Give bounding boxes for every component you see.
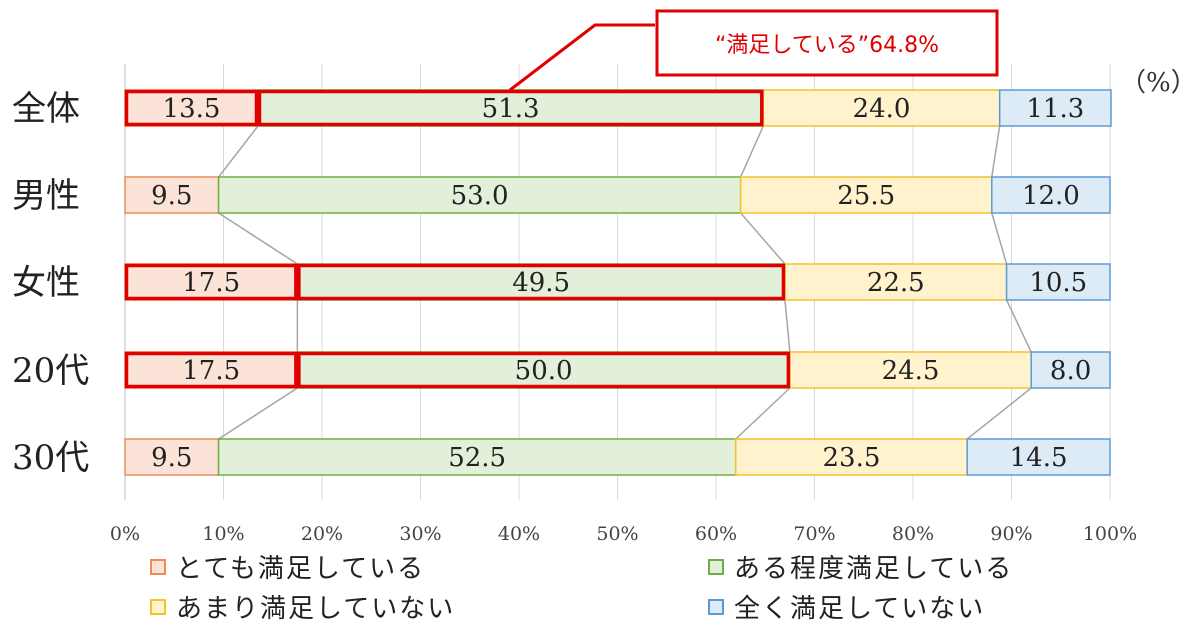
highlight-box bbox=[124, 263, 298, 301]
series-connector-line bbox=[217, 125, 259, 178]
callout-box bbox=[655, 9, 999, 77]
x-tick-label: 60% bbox=[695, 523, 737, 545]
bar-segment bbox=[217, 438, 737, 476]
series-connector-line bbox=[740, 212, 786, 265]
category-label: 男性 bbox=[12, 176, 80, 216]
callout: “満足している”64.8% bbox=[509, 9, 999, 92]
legend-item-not-very-satisfied: あまり満足していない bbox=[150, 588, 455, 625]
legend-label: 全く満足していない bbox=[734, 594, 986, 624]
bar-value-label: 24.5 bbox=[882, 356, 940, 386]
series-connector-line bbox=[218, 212, 298, 265]
bar-value-label: 50.0 bbox=[515, 356, 573, 386]
series-connector-line bbox=[784, 299, 791, 353]
bar-segment bbox=[784, 263, 1008, 301]
highlight-box bbox=[297, 263, 786, 301]
legend-label: とても満足している bbox=[176, 554, 426, 584]
bar-segment bbox=[734, 438, 968, 476]
highlight-box bbox=[257, 89, 764, 127]
bar-segment bbox=[739, 176, 993, 214]
x-tick-label: 10% bbox=[202, 523, 244, 545]
bar-segment bbox=[124, 176, 220, 214]
bar-value-label: 17.5 bbox=[182, 356, 240, 386]
bar-value-label: 10.5 bbox=[1029, 268, 1087, 298]
series-connector-line bbox=[1005, 299, 1032, 353]
bar-segment bbox=[124, 263, 299, 301]
bar-value-label: 25.5 bbox=[837, 181, 895, 211]
x-tick-label: 50% bbox=[596, 523, 638, 545]
legend-swatch bbox=[150, 558, 166, 575]
bar-value-label: 24.0 bbox=[853, 94, 911, 124]
legend-swatch bbox=[150, 598, 166, 615]
legend-swatch bbox=[708, 558, 724, 575]
category-label: 20代 bbox=[12, 351, 89, 391]
bar-segment bbox=[991, 176, 1111, 214]
legend-swatch bbox=[708, 598, 724, 615]
legend-item-somewhat-satisfied: ある程度満足している bbox=[708, 548, 1013, 585]
series-connector-line bbox=[218, 387, 298, 440]
callout-text: “満足している”64.8% bbox=[715, 33, 939, 58]
unit-label: （%） bbox=[1120, 68, 1197, 98]
x-tick-label: 70% bbox=[793, 523, 835, 545]
legend-item-not-satisfied-at-all: 全く満足していない bbox=[708, 588, 985, 625]
bar-value-label: 51.3 bbox=[482, 94, 540, 124]
category-label: 女性 bbox=[12, 263, 80, 303]
x-tick-label: 80% bbox=[892, 523, 934, 545]
bar-segment bbox=[217, 176, 742, 214]
bar-value-label: 9.5 bbox=[151, 443, 192, 473]
bar-segment bbox=[966, 438, 1111, 476]
x-tick-label: 90% bbox=[990, 523, 1032, 545]
bar-value-label: 11.3 bbox=[1026, 94, 1084, 124]
series-connector-line bbox=[991, 212, 1008, 265]
x-tick-label: 100% bbox=[1083, 523, 1137, 545]
bar-value-label: 13.5 bbox=[163, 94, 221, 124]
bar-value-label: 49.5 bbox=[512, 268, 570, 298]
highlight-box bbox=[124, 351, 298, 389]
bar-value-label: 52.5 bbox=[448, 443, 506, 473]
series-connector-line bbox=[739, 125, 764, 178]
series-connector-line bbox=[966, 387, 1032, 440]
legend-item-very-satisfied: とても満足している bbox=[150, 548, 425, 585]
x-tick-label: 30% bbox=[399, 523, 441, 545]
highlight-box bbox=[297, 351, 791, 389]
callout-pointer bbox=[509, 23, 655, 92]
category-label: 全体 bbox=[12, 89, 80, 129]
legend: とても満足している ある程度満足している あまり満足していない 全く満足していな… bbox=[150, 548, 1150, 628]
category-label: 30代 bbox=[12, 438, 89, 478]
series-connector-line bbox=[735, 387, 791, 440]
series-connector-line bbox=[991, 125, 1001, 178]
x-tick-label: 20% bbox=[301, 523, 343, 545]
bar-value-label: 53.0 bbox=[451, 181, 509, 211]
bar-value-label: 17.5 bbox=[182, 268, 240, 298]
bar-value-label: 14.5 bbox=[1010, 443, 1068, 473]
legend-label: ある程度満足している bbox=[734, 554, 1014, 584]
bar-segment bbox=[1005, 263, 1111, 301]
bar-segment bbox=[124, 438, 220, 476]
bar-value-label: 23.5 bbox=[822, 443, 880, 473]
bar-segment bbox=[998, 89, 1112, 127]
legend-label: あまり満足していない bbox=[176, 594, 456, 624]
x-tick-label: 40% bbox=[498, 523, 540, 545]
bar-segment bbox=[1030, 351, 1111, 389]
bar-value-label: 12.0 bbox=[1022, 181, 1080, 211]
bar-value-label: 9.5 bbox=[151, 181, 192, 211]
x-tick-label: 0% bbox=[110, 523, 140, 545]
bar-value-label: 22.5 bbox=[867, 268, 925, 298]
highlight-box bbox=[124, 89, 259, 127]
bar-value-label: 8.0 bbox=[1050, 356, 1091, 386]
